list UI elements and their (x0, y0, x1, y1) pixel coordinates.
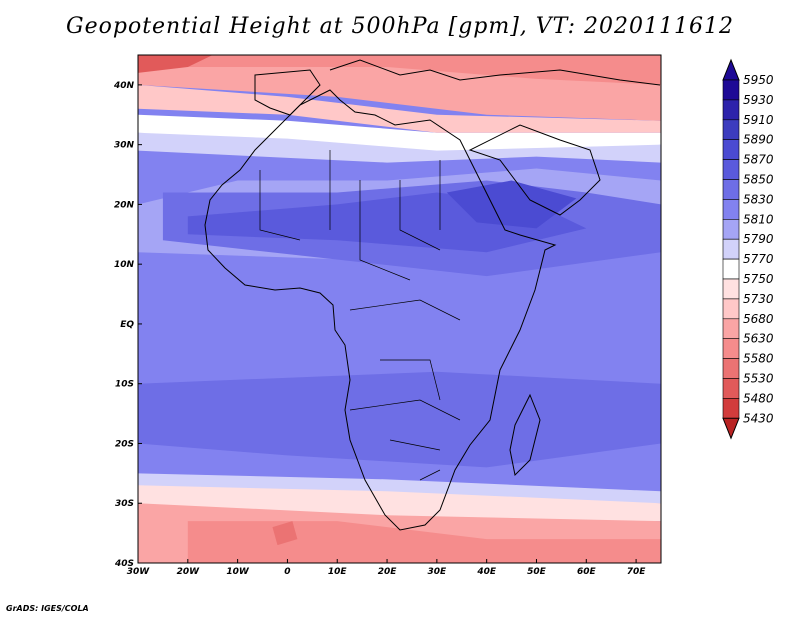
colorbar-label: 5890 (743, 133, 774, 147)
x-tick-label: 60E (577, 567, 597, 577)
x-tick-label: 10E (328, 567, 348, 577)
x-tick-label: 70E (627, 567, 647, 577)
contour-band (138, 114, 661, 151)
colorbar-swatch (722, 398, 740, 419)
colorbar-label: 5580 (743, 352, 774, 366)
colorbar-swatch (722, 179, 740, 200)
y-tick-label: 30N (114, 141, 135, 151)
map-title: Geopotential Height at 500hPa [gpm], VT:… (66, 14, 734, 39)
colorbar-label: 5950 (743, 73, 774, 87)
colorbar-swatch (722, 278, 740, 300)
madagascar-outline (509, 393, 541, 477)
colorbar-swatch (722, 338, 740, 359)
africa-outline (204, 89, 557, 531)
colorbar-label: 5430 (743, 411, 774, 425)
y-tick-label: 20S (115, 439, 134, 449)
x-tick-label: 40E (476, 567, 497, 577)
colorbar-arrow-top (722, 58, 740, 81)
colorbar-label: 5910 (743, 113, 774, 127)
colorbar-swatch (722, 318, 740, 339)
grads-credit: GrADS: IGES/COLA (6, 604, 89, 613)
colorbar-swatch (722, 378, 740, 399)
contour-band (187, 521, 661, 563)
colorbar-label: 5750 (743, 272, 774, 286)
mediterranean-north (329, 59, 661, 86)
colorbar-label: 5810 (743, 212, 774, 226)
y-tick-label: 30S (115, 499, 134, 509)
colorbar-swatch (722, 358, 740, 379)
y-tick-label: EQ (120, 320, 134, 330)
y-tick-label: 10S (115, 380, 134, 390)
x-tick-label: 0 (284, 567, 290, 577)
x-tick-label: 30E (428, 567, 448, 577)
colorbar-swatch (722, 258, 740, 280)
colorbar-label: 5790 (743, 232, 774, 246)
colorbar-label: 5730 (743, 292, 774, 306)
colorbar-swatch (722, 219, 740, 240)
colorbar-swatch (722, 238, 740, 260)
coastlines (204, 59, 661, 531)
x-tick-label: 20E (378, 567, 398, 577)
colorbar-label: 5680 (743, 312, 774, 326)
x-tick-label: 30W (127, 567, 151, 577)
colorbar-swatch (722, 199, 740, 220)
contour-band (272, 521, 298, 546)
plot-frame (137, 54, 662, 564)
y-tick-label: 10N (114, 260, 135, 270)
x-tick-label: 10W (226, 567, 250, 577)
contour-band (138, 55, 661, 85)
colorbar-label: 5770 (743, 252, 774, 266)
colorbar-label: 5630 (743, 332, 774, 346)
x-axis: 30W 20W 10W 0 10E 20E 30E 40E 50E 60E 70E (127, 559, 647, 577)
colorbar-swatch (722, 139, 740, 160)
colorbar-label: 5830 (743, 192, 774, 206)
colorbar-label: 5530 (743, 372, 774, 386)
colorbar-swatch (722, 79, 740, 101)
colorbar-arrow-bottom (722, 417, 740, 440)
arabia-outline (468, 124, 601, 216)
colorbar-swatch (722, 99, 740, 121)
colorbar-label: 5850 (743, 173, 774, 187)
contour-band (446, 180, 577, 229)
contour-band (138, 84, 661, 133)
colorbar-label: 5480 (743, 391, 774, 405)
colorbar-swatch (722, 298, 740, 320)
colorbar-swatch (722, 119, 740, 141)
contour-band (138, 55, 213, 73)
colorbar-label: 5870 (743, 153, 774, 167)
colorbar-swatch (722, 159, 740, 180)
x-tick-label: 50E (527, 567, 547, 577)
borders (259, 150, 461, 481)
height-contour-bands (138, 55, 661, 563)
colorbar: 5950 5930 5910 5890 5870 5850 5830 5810 5790 5770… (722, 58, 774, 440)
x-tick-label: 20W (177, 567, 201, 577)
y-axis: 40N 30N 20N 10N EQ 10S 20S 30S 40S (113, 81, 142, 569)
y-tick-label: 40S (114, 559, 134, 569)
y-tick-label: 40N (113, 81, 135, 91)
colorbar-label: 5930 (743, 93, 774, 107)
y-tick-label: 20N (114, 200, 135, 210)
iberia-outline (254, 69, 321, 116)
